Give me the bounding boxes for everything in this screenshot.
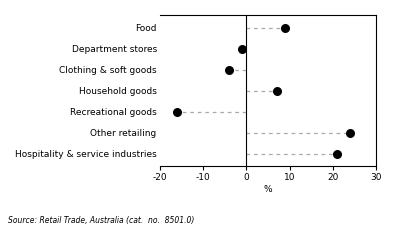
Point [239,47,245,50]
X-axis label: %: % [264,185,272,194]
Point [226,68,232,71]
Point [334,152,340,155]
Point [282,26,288,30]
Text: Source: Retail Trade, Australia (cat.  no.  8501.0): Source: Retail Trade, Australia (cat. no… [8,216,194,225]
Point [347,131,353,134]
Point [274,89,280,92]
Point [174,110,180,113]
